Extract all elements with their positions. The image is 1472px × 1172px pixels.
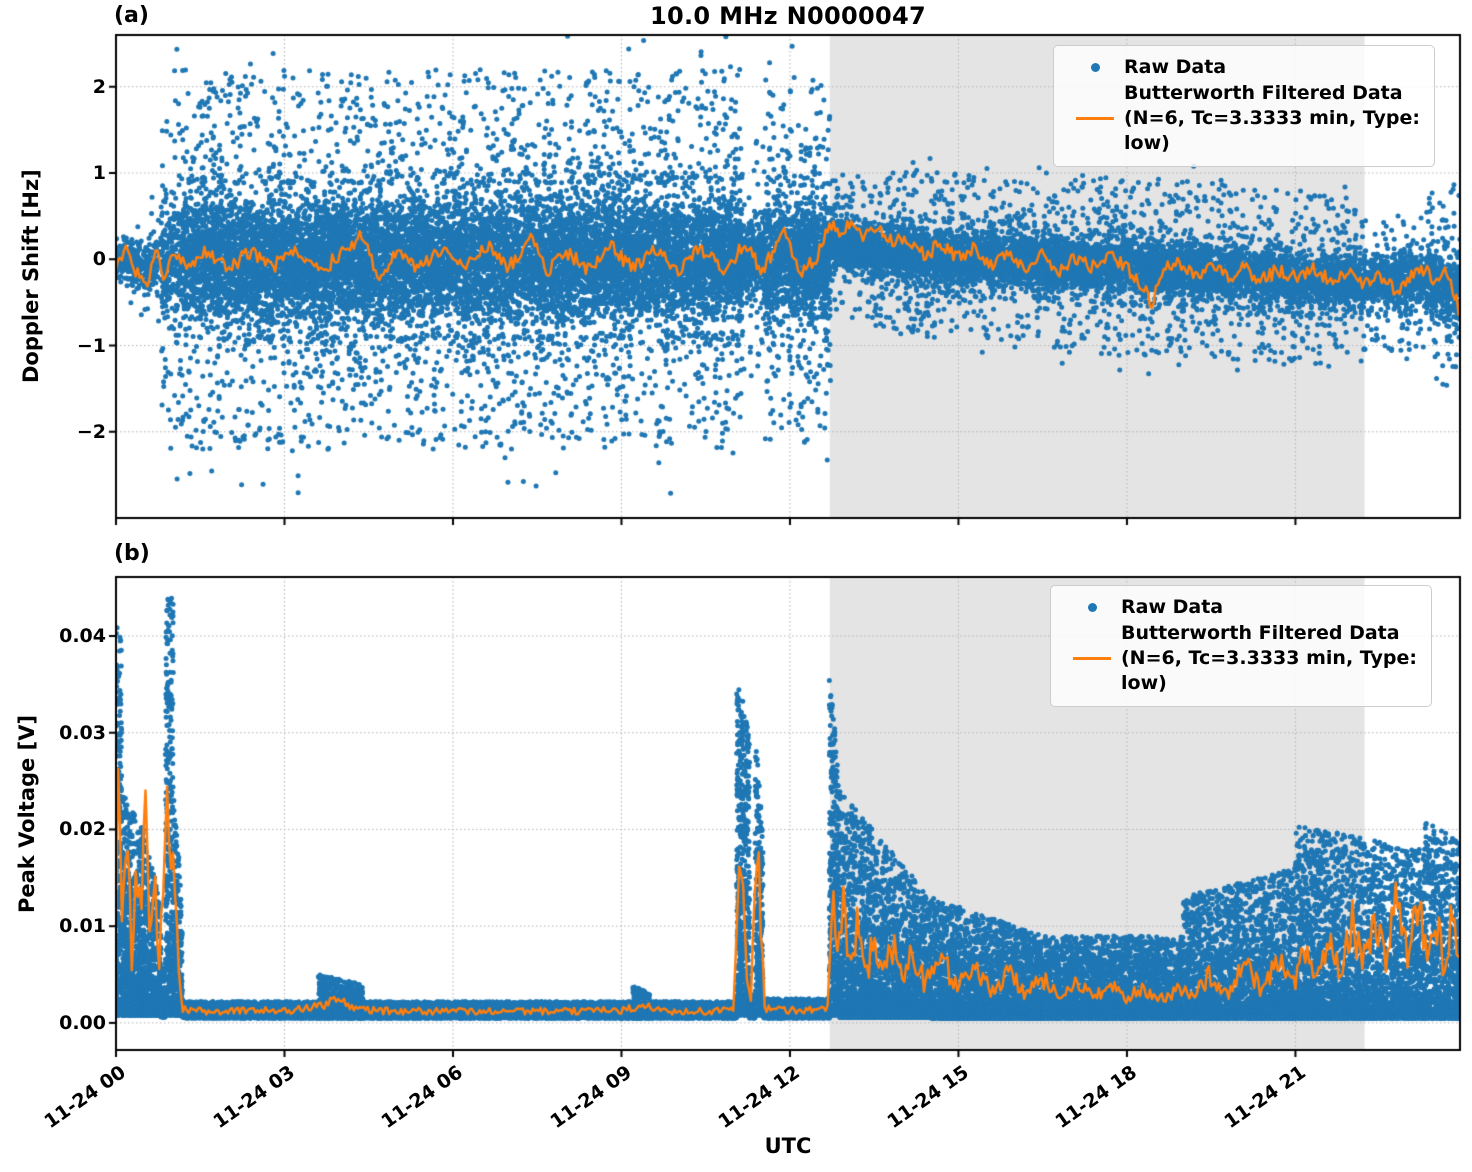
- y-axis-label-voltage: Peak Voltage [V]: [15, 714, 39, 913]
- panel-label-b: (b): [114, 541, 150, 566]
- y-tick-label: −1: [76, 334, 106, 357]
- y-tick-label: 0.02: [59, 818, 106, 841]
- legend-raw-label: Raw Data: [1121, 596, 1224, 618]
- legend-filtered-label: Butterworth Filtered Data (N=6, Tc=3.3333…: [1124, 82, 1420, 154]
- filtered-line-marker-icon: [1066, 117, 1124, 120]
- y-tick-label: −2: [76, 420, 106, 443]
- legend-entry-filtered: Butterworth Filtered Data (N=6, Tc=3.3333…: [1066, 81, 1422, 156]
- y-axis-label-doppler: Doppler Shift [Hz]: [19, 169, 43, 384]
- legend-panel-b: Raw Data Butterworth Filtered Data (N=6, …: [1050, 585, 1432, 707]
- y-tick-label: 0.03: [59, 721, 106, 744]
- y-tick-label: 0: [92, 248, 106, 271]
- y-tick-label: 1: [92, 162, 106, 184]
- raw-data-marker-icon: [1066, 63, 1124, 72]
- y-tick-label: 0.04: [59, 625, 106, 647]
- y-tick-label: 0.00: [59, 1011, 106, 1034]
- legend-entry-filtered: Butterworth Filtered Data (N=6, Tc=3.3333…: [1063, 621, 1419, 696]
- legend-panel-a: Raw Data Butterworth Filtered Data (N=6, …: [1053, 45, 1435, 167]
- y-tick-label: 0.01: [59, 915, 106, 938]
- panel-label-a: (a): [114, 3, 149, 28]
- raw-data-marker-icon: [1063, 603, 1121, 612]
- legend-entry-raw: Raw Data: [1066, 55, 1422, 80]
- legend-entry-raw: Raw Data: [1063, 595, 1419, 620]
- legend-raw-label: Raw Data: [1124, 56, 1227, 78]
- chart-title: 10.0 MHz N0000047: [650, 2, 926, 30]
- x-axis-label: UTC: [764, 1134, 812, 1158]
- filtered-line-marker-icon: [1063, 657, 1121, 660]
- y-tick-label: 2: [92, 75, 106, 98]
- legend-filtered-label: Butterworth Filtered Data (N=6, Tc=3.3333…: [1121, 622, 1417, 694]
